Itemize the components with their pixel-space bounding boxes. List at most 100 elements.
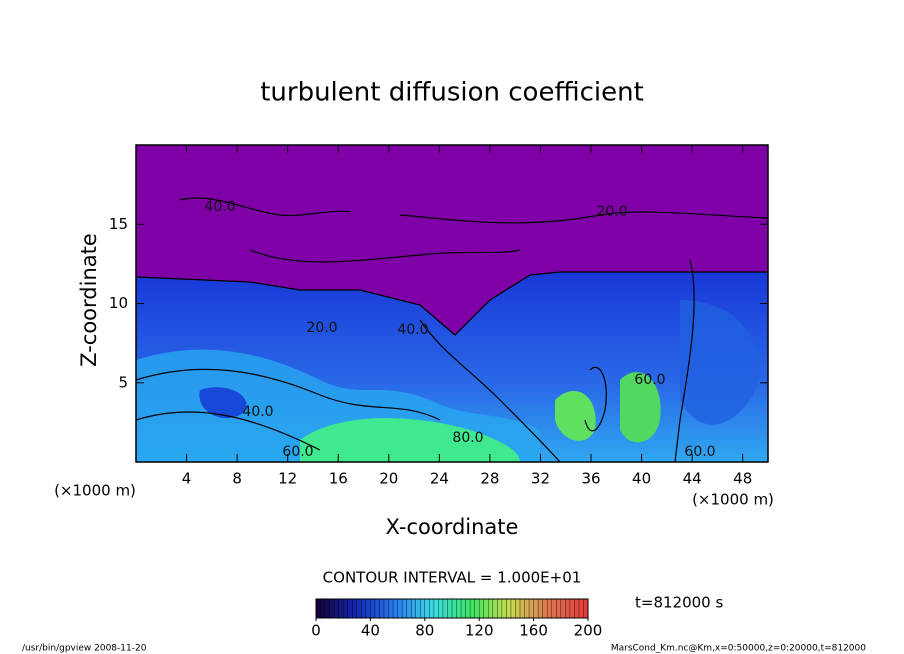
colorbar-cell [510, 599, 516, 618]
colorbar-cell [338, 599, 344, 618]
colorbar-cell [474, 599, 480, 618]
contour-label: 60.0 [282, 444, 313, 460]
colorbar-cell [583, 599, 589, 618]
colorbar-cell [388, 599, 394, 618]
colorbar-cell [433, 599, 439, 618]
contour-label: 60.0 [634, 372, 665, 388]
colorbar-cell [456, 599, 462, 618]
footer-right: MarsCond_Km.nc@Km,x=0:50000,z=0:20000,t=… [611, 644, 866, 654]
colorbar-tick-label: 160 [519, 622, 548, 640]
colorbar-cell [488, 599, 494, 618]
colorbar-cell [374, 599, 380, 618]
contour-label: 20.0 [596, 204, 627, 220]
contour-label: 40.0 [204, 199, 235, 215]
colorbar-cell [347, 599, 353, 618]
x-tick-label: 4 [182, 470, 192, 488]
y-unit: (×1000 m) [54, 482, 136, 500]
x-tick-label: 20 [379, 470, 398, 488]
colorbar-cell [370, 599, 376, 618]
colorbar-cell [461, 599, 467, 618]
colorbar-tick-label: 0 [311, 622, 321, 640]
colorbar-cell [520, 599, 526, 618]
colorbar-cell [402, 599, 408, 618]
colorbar-cell [574, 599, 580, 618]
contour-label: 40.0 [397, 322, 428, 338]
colorbar-frame [315, 598, 589, 619]
colorbar-cell [424, 599, 430, 618]
colorbar-cell [524, 599, 530, 618]
colorbar-tick-label: 40 [361, 622, 380, 640]
x-tick-label: 36 [581, 470, 600, 488]
y-tick-label: 10 [109, 294, 128, 312]
y-tick-label: 5 [118, 373, 128, 391]
footer-left: /usr/bin/gpview 2008-11-20 [22, 644, 147, 654]
colorbar-cell [569, 599, 575, 618]
colorbar-cell [384, 599, 390, 618]
colorbar-cell [361, 599, 367, 618]
x-tick-label: 40 [632, 470, 651, 488]
colorbar-cell [334, 599, 340, 618]
x-tick-label: 8 [232, 470, 242, 488]
colorbar-cell [452, 599, 458, 618]
colorbar-cell [560, 599, 566, 618]
colorbar-cell [329, 599, 335, 618]
colorbar-cell [411, 599, 417, 618]
colorbar-cell [542, 599, 548, 618]
colorbar-cell [538, 599, 544, 618]
x-tick-label: 16 [329, 470, 348, 488]
colorbar-cell [365, 599, 371, 618]
contour-interval: CONTOUR INTERVAL = 1.000E+01 [323, 569, 582, 587]
colorbar-tick-label: 80 [415, 622, 434, 640]
colorbar-cell [529, 599, 535, 618]
colorbar-cell [547, 599, 553, 618]
contour-label: 80.0 [452, 430, 483, 446]
x-tick-label: 32 [531, 470, 550, 488]
colorbar-cell [438, 599, 444, 618]
chart-title: turbulent diffusion coefficient [260, 78, 644, 108]
x-tick-label: 48 [733, 470, 752, 488]
x-axis-label: X-coordinate [386, 515, 519, 539]
colorbar-tick-label: 200 [574, 622, 603, 640]
x-tick-label: 28 [480, 470, 499, 488]
colorbar-cell [316, 599, 322, 618]
colorbar-cell [578, 599, 584, 618]
contour-label: 60.0 [684, 444, 715, 460]
colorbar-cell [397, 599, 403, 618]
colorbar-cell [352, 599, 358, 618]
y-tick-label: 15 [109, 215, 128, 233]
colorbar-cell [479, 599, 485, 618]
colorbar-cell [406, 599, 412, 618]
colorbar-cell [492, 599, 498, 618]
x-tick-label: 44 [683, 470, 702, 488]
colorbar-cell [565, 599, 571, 618]
colorbar-cell [447, 599, 453, 618]
x-tick-label: 24 [430, 470, 449, 488]
colorbar-cell [533, 599, 539, 618]
colorbar-cell [556, 599, 562, 618]
x-unit: (×1000 m) [692, 491, 774, 509]
colorbar-cell [501, 599, 507, 618]
colorbar-cell [379, 599, 385, 618]
colorbar-cell [420, 599, 426, 618]
colorbar-cell [356, 599, 362, 618]
colorbar-cell [497, 599, 503, 618]
time-label: t=812000 s [635, 594, 723, 612]
colorbar-cell [429, 599, 435, 618]
y-axis-label: Z-coordinate [77, 233, 101, 367]
contour-field [136, 145, 768, 462]
colorbar-cell [470, 599, 476, 618]
x-tick-label: 12 [278, 470, 297, 488]
colorbar-cell [506, 599, 512, 618]
colorbar-cell [343, 599, 349, 618]
colorbar-cell [465, 599, 471, 618]
colorbar-cell [551, 599, 557, 618]
colorbar-cell [393, 599, 399, 618]
colorbar-tick-label: 120 [465, 622, 494, 640]
contour-label: 40.0 [242, 404, 273, 420]
colorbar-cell [320, 599, 326, 618]
colorbar-cell [415, 599, 421, 618]
contour-label: 20.0 [306, 320, 337, 336]
colorbar-cell [325, 599, 331, 618]
colorbar-cell [442, 599, 448, 618]
